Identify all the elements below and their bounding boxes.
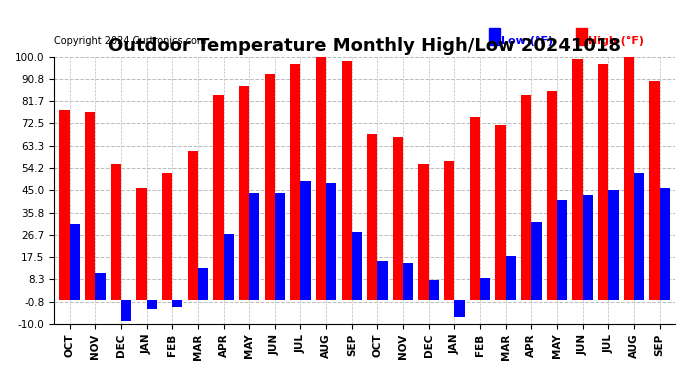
Bar bbox=[162, 173, 172, 300]
Bar bbox=[70, 224, 80, 300]
Bar bbox=[213, 96, 224, 300]
Bar bbox=[95, 273, 106, 300]
Bar bbox=[110, 164, 121, 300]
Bar bbox=[470, 117, 480, 300]
Bar bbox=[188, 152, 198, 300]
Bar bbox=[342, 62, 352, 300]
Bar bbox=[326, 183, 337, 300]
Bar bbox=[575, 28, 587, 45]
Bar bbox=[377, 261, 388, 300]
Bar bbox=[660, 188, 670, 300]
Text: High (°F): High (°F) bbox=[588, 36, 644, 46]
Bar bbox=[455, 300, 464, 316]
Bar bbox=[418, 164, 428, 300]
Text: Low (°F): Low (°F) bbox=[501, 36, 553, 46]
Bar bbox=[634, 173, 644, 300]
Bar bbox=[393, 137, 403, 300]
Bar bbox=[403, 263, 413, 300]
Bar bbox=[59, 110, 70, 300]
Bar bbox=[428, 280, 439, 300]
Text: Copyright 2024 Curtronics.com: Copyright 2024 Curtronics.com bbox=[55, 36, 206, 46]
Bar bbox=[582, 195, 593, 300]
Bar bbox=[300, 180, 310, 300]
Title: Outdoor Temperature Monthly High/Low 20241018: Outdoor Temperature Monthly High/Low 202… bbox=[108, 37, 621, 55]
Bar bbox=[85, 112, 95, 300]
Bar bbox=[249, 193, 259, 300]
Bar bbox=[546, 91, 557, 300]
Bar bbox=[275, 193, 285, 300]
Bar bbox=[573, 59, 582, 300]
Bar bbox=[649, 81, 660, 300]
Bar bbox=[495, 124, 506, 300]
Bar bbox=[146, 300, 157, 309]
Bar bbox=[224, 234, 234, 300]
Bar bbox=[624, 57, 634, 300]
Bar bbox=[352, 231, 362, 300]
Bar bbox=[531, 222, 542, 300]
Bar bbox=[198, 268, 208, 300]
Bar bbox=[480, 278, 491, 300]
Bar bbox=[609, 190, 618, 300]
Bar bbox=[137, 188, 146, 300]
Bar bbox=[239, 86, 249, 300]
Bar bbox=[121, 300, 131, 321]
Bar bbox=[367, 134, 377, 300]
Bar bbox=[316, 54, 326, 300]
Bar bbox=[557, 200, 567, 300]
Bar bbox=[521, 96, 531, 300]
Bar bbox=[444, 161, 455, 300]
Bar bbox=[489, 28, 500, 45]
Bar bbox=[598, 64, 609, 300]
Bar bbox=[290, 64, 300, 300]
Bar bbox=[506, 256, 516, 300]
Bar bbox=[264, 74, 275, 300]
Bar bbox=[172, 300, 182, 307]
